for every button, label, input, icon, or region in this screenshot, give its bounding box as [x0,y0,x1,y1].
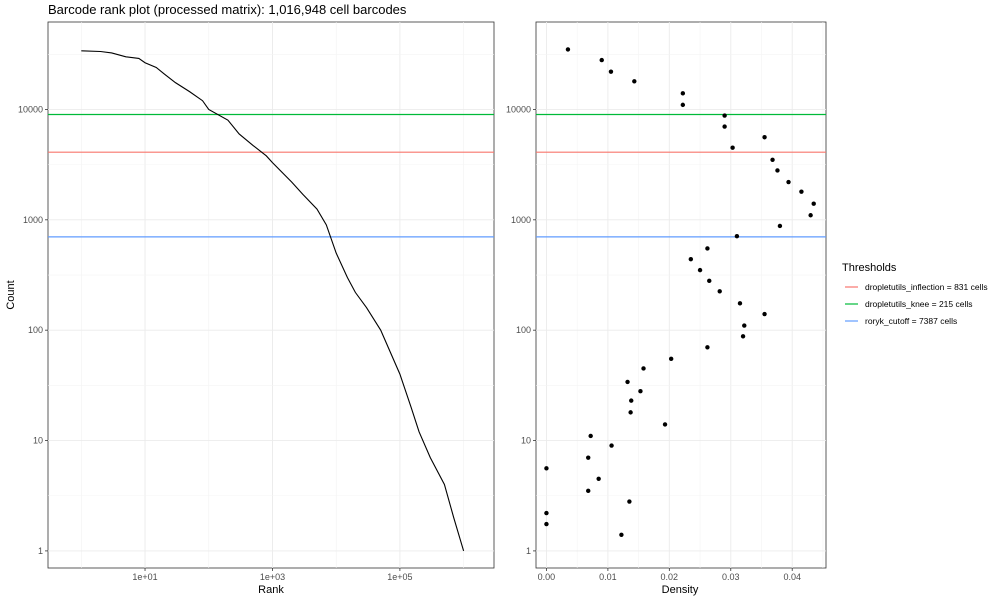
y-tick-label: 100 [516,325,531,335]
scatter-point [599,57,604,63]
scatter-point [786,179,791,185]
scatter-point [680,91,686,96]
scatter-point [565,47,571,52]
scatter-point [641,366,646,371]
y-tick-label: 10 [33,436,43,446]
legend-label: dropletutils_inflection = 831 cells [865,282,988,292]
scatter-point [808,213,813,218]
x-tick-label: 1e+03 [260,572,285,582]
scatter-point [588,433,593,439]
legend-title: Thresholds [842,262,897,274]
scatter-point [627,499,632,504]
scatter-point [762,311,767,317]
scatter-point [638,388,643,394]
rank-plot-frame [47,21,495,569]
scatter-point [737,301,743,306]
scatter-point [688,256,694,262]
scatter-point [586,455,591,460]
density-plot-thresholds [536,113,826,238]
rank-x-axis-title: Rank [258,584,284,596]
x-tick-label: 0.01 [599,572,617,582]
scatter-point [730,145,735,150]
x-tick-label: 0.03 [722,572,740,582]
y-tick-label: 10 [521,436,531,446]
y-tick-label: 1000 [511,215,531,225]
scatter-point [586,488,591,494]
density-x-ticks: 0.00 0.01 0.02 0.03 0.04 [538,568,801,582]
scatter-point [628,410,633,415]
rank-y-ticks: 1 10 100 1000 10000 [18,104,48,556]
scatter-point [608,69,614,74]
y-tick-label: 1 [526,546,531,556]
scatter-point [707,278,712,284]
x-tick-label: 0.02 [661,572,679,582]
scatter-point [680,102,686,108]
scatter-point [799,189,804,194]
rank-x-ticks: 1e+01 1e+03 1e+05 [132,568,413,582]
rank-plot-thresholds [48,113,494,238]
rank-plot-grid [48,22,494,568]
legend-label: roryk_cutoff = 7387 cells [865,316,957,326]
scatter-point [544,466,549,471]
x-tick-label: 0.04 [783,572,801,582]
y-tick-label: 100 [28,325,43,335]
x-tick-label: 0.00 [538,572,556,582]
scatter-point [705,345,710,350]
scatter-point [722,124,727,129]
chart-title: Barcode rank plot (processed matrix): 1,… [48,2,407,17]
y-tick-label: 1000 [23,215,43,225]
x-tick-label: 1e+05 [387,572,412,582]
scatter-point [544,521,549,527]
density-points [544,47,816,537]
scatter-point [629,398,634,403]
density-x-axis-title: Density [662,584,699,596]
scatter-point [722,113,727,118]
rank-curve [81,50,465,552]
scatter-point [596,476,601,482]
scatter-point [775,168,780,173]
scatter-point [619,532,624,537]
y-tick-label: 1 [38,546,43,556]
scatter-point [770,157,775,162]
density-plot-grid [536,22,826,568]
scatter-point [662,422,668,427]
y-tick-label: 10000 [506,104,531,114]
rank-y-axis-title: Count [5,280,17,309]
scatter-point [705,246,710,251]
scatter-point [668,356,674,362]
scatter-point [762,135,767,140]
density-y-ticks: 1 10 100 1000 10000 [506,104,536,556]
scatter-point [777,223,783,229]
scatter-point [544,510,549,516]
density-plot-frame [535,21,827,569]
y-tick-label: 10000 [18,104,43,114]
legend-label: dropletutils_knee = 215 cells [865,299,973,309]
scatter-point [734,234,740,239]
scatter-point [609,443,614,448]
scatter-point [625,379,630,385]
thresholds-legend: Thresholds dropletutils_inflection = 831… [842,262,988,326]
x-tick-label: 1e+01 [132,572,157,582]
scatter-point [632,79,637,84]
scatter-point [811,201,816,206]
scatter-point [717,289,722,294]
rank-plot-panel: 1e+01 1e+03 1e+05 1 10 100 1000 10000 Rank Cou… [5,21,495,596]
scatter-point [742,323,747,328]
density-plot-panel: 0.00 0.01 0.02 0.03 0.04 1 10 100 1000 10000 Den… [506,21,827,596]
scatter-point [697,267,703,273]
scatter-point [740,334,746,339]
